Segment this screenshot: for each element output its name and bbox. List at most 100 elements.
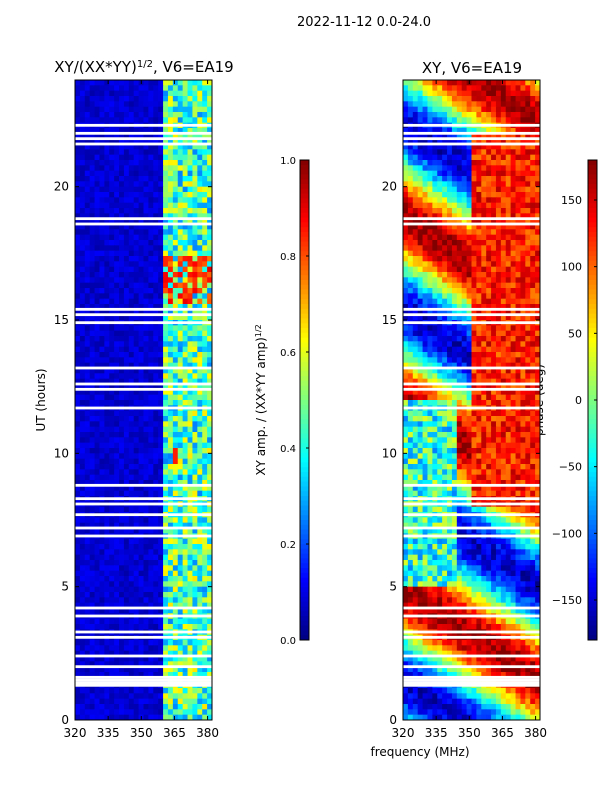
heatmap-cell	[427, 245, 433, 252]
heatmap-cell	[138, 336, 144, 342]
heatmap-cell	[172, 112, 179, 118]
heatmap-cell	[207, 250, 213, 257]
heatmap-cell	[119, 341, 125, 348]
heatmap-cell	[143, 560, 149, 566]
heatmap-cell	[94, 426, 100, 433]
heatmap-cell	[148, 373, 154, 380]
heatmap-cell	[104, 698, 110, 705]
heatmap-cell	[153, 85, 159, 92]
heatmap-cell	[403, 165, 409, 172]
heatmap-cell	[177, 586, 184, 593]
heatmap-cell	[207, 538, 213, 545]
heatmap-cell	[94, 176, 100, 182]
heatmap-cell	[461, 133, 468, 140]
heatmap-cell	[119, 618, 125, 625]
heatmap-cell	[466, 330, 472, 337]
heatmap-cell	[466, 298, 472, 305]
heatmap-cell	[153, 245, 159, 252]
heatmap-cell	[182, 672, 189, 678]
heatmap-cell	[109, 160, 115, 166]
heatmap-cell	[510, 245, 517, 252]
heatmap-cell	[456, 341, 463, 348]
heatmap-cell	[412, 80, 419, 86]
heatmap-cell	[143, 282, 149, 289]
heatmap-cell	[515, 144, 521, 150]
heatmap-cell	[94, 138, 100, 145]
heatmap-cell	[163, 154, 169, 161]
heatmap-cell	[172, 416, 179, 422]
heatmap-cell	[207, 672, 213, 678]
heatmap-cell	[163, 709, 169, 716]
heatmap-cell	[163, 581, 169, 588]
heatmap-cell	[447, 261, 453, 268]
heatmap-cell	[75, 608, 81, 614]
heatmap-cell	[187, 656, 193, 662]
heatmap-cell	[515, 266, 521, 273]
heatmap-cell	[192, 133, 198, 140]
heatmap-cell	[133, 314, 140, 321]
heatmap-cell	[114, 250, 120, 257]
heatmap-cell	[461, 181, 468, 188]
heatmap-cell	[486, 277, 492, 284]
heatmap-cell	[486, 357, 492, 364]
heatmap-cell	[128, 373, 135, 380]
heatmap-cell	[143, 576, 149, 582]
heatmap-cell	[177, 698, 184, 705]
heatmap-cell	[119, 245, 125, 252]
heatmap-cell	[187, 618, 193, 625]
heatmap-cell	[486, 112, 492, 118]
heatmap-cell	[466, 101, 472, 108]
heatmap-cell	[481, 336, 487, 342]
heatmap-cell	[128, 586, 135, 593]
heatmap-cell	[471, 293, 477, 300]
heatmap-cell	[466, 165, 472, 172]
heatmap-cell	[79, 528, 86, 534]
heatmap-cell	[451, 165, 458, 172]
heatmap-cell	[123, 549, 130, 556]
heatmap-cell	[143, 661, 149, 668]
heatmap-cell	[451, 154, 458, 161]
heatmap-cell	[407, 80, 414, 86]
heatmap-cell	[89, 325, 96, 332]
heatmap-cell	[500, 378, 507, 385]
heatmap-cell	[476, 202, 482, 209]
heatmap-cell	[109, 480, 115, 486]
heatmap-cell	[197, 661, 203, 668]
heatmap-cell	[84, 378, 91, 385]
heatmap-cell	[500, 165, 507, 172]
heatmap-cell	[427, 325, 433, 332]
heatmap-cell	[138, 464, 144, 470]
heatmap-cell	[89, 224, 96, 230]
heatmap-cell	[525, 250, 531, 257]
heatmap-cell	[114, 448, 120, 454]
heatmap-cell	[163, 640, 169, 646]
heatmap-cell	[153, 490, 159, 497]
heatmap-cell	[138, 394, 144, 401]
heatmap-cell	[437, 229, 443, 236]
heatmap-cell	[471, 160, 477, 166]
heatmap-cell	[172, 245, 179, 252]
heatmap-cell	[461, 202, 468, 209]
heatmap-cell	[123, 586, 130, 593]
heatmap-cell	[427, 234, 433, 241]
heatmap-cell	[75, 421, 81, 428]
heatmap-cell	[114, 645, 120, 652]
heatmap-cell	[99, 298, 105, 305]
heatmap-cell	[123, 85, 130, 92]
heatmap-cell	[476, 336, 482, 342]
heatmap-cell	[471, 133, 477, 140]
heatmap-cell	[158, 624, 164, 630]
heatmap-cell	[471, 202, 477, 209]
heatmap-cell	[172, 234, 179, 241]
heatmap-cell	[461, 336, 468, 342]
heatmap-cell	[94, 288, 100, 294]
heatmap-cell	[94, 384, 100, 390]
heatmap-cell	[172, 272, 179, 278]
heatmap-cell	[75, 282, 81, 289]
heatmap-cell	[466, 240, 472, 246]
heatmap-cell	[99, 480, 105, 486]
heatmap-cell	[114, 176, 120, 182]
heatmap-cell	[437, 165, 443, 172]
heatmap-cell	[153, 144, 159, 150]
heatmap-cell	[158, 304, 164, 310]
